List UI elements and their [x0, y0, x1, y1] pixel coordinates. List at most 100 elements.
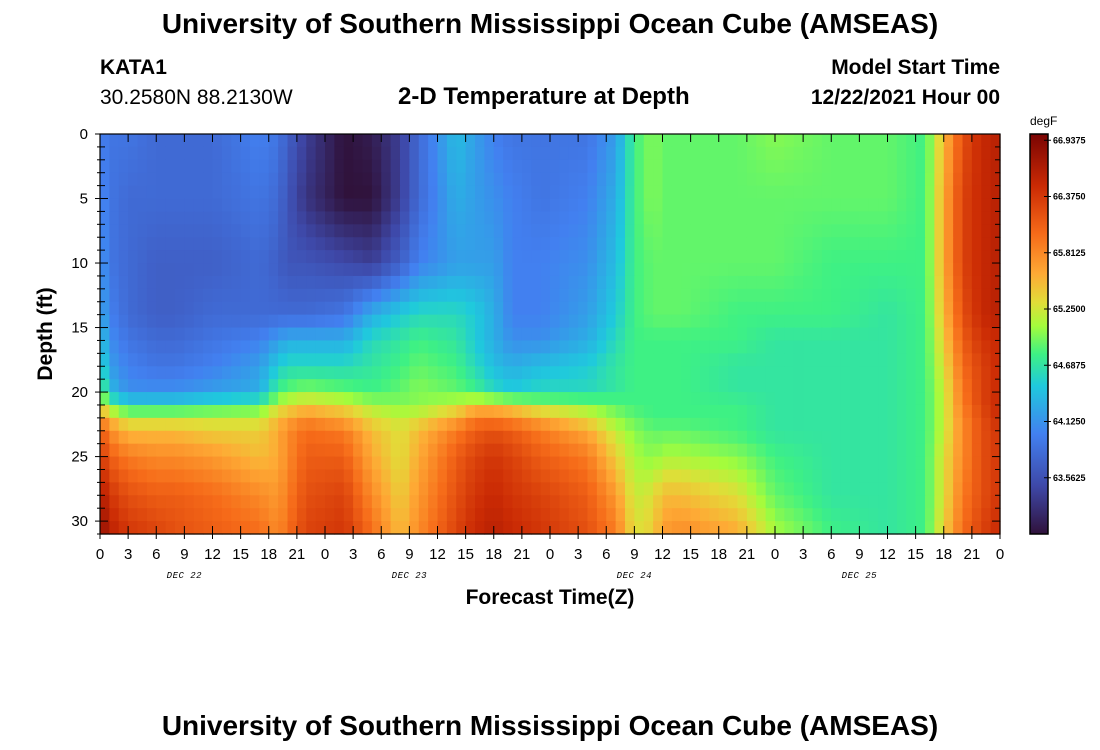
heatmap-cell — [259, 521, 270, 535]
heatmap-cell — [934, 456, 945, 471]
heatmap-cell — [484, 211, 495, 225]
heatmap-cell — [765, 392, 776, 406]
heatmap-cell — [540, 379, 551, 393]
heatmap-cell — [203, 417, 214, 432]
heatmap-cell — [643, 327, 654, 342]
heatmap-cell — [287, 366, 298, 380]
heatmap-cell — [259, 495, 270, 509]
heatmap-cell — [550, 134, 560, 148]
heatmap-cell — [400, 508, 410, 522]
heatmap-cell — [746, 340, 757, 354]
heatmap-cell — [446, 508, 457, 522]
heatmap-cell — [803, 301, 814, 316]
heatmap-cell — [156, 392, 167, 406]
heatmap-cell — [531, 340, 542, 354]
heatmap-cell — [531, 172, 542, 187]
heatmap-cell — [315, 301, 326, 316]
heatmap-cell — [568, 430, 579, 445]
heatmap-cell — [681, 237, 692, 251]
heatmap-cell — [906, 198, 917, 213]
heatmap-cell — [250, 340, 260, 354]
heatmap-cell — [512, 301, 523, 316]
heatmap-cell — [700, 521, 710, 535]
heatmap-cell — [578, 495, 589, 509]
heatmap-cell — [821, 301, 832, 316]
heatmap-cell — [615, 521, 626, 535]
heatmap-cell — [259, 263, 270, 277]
heatmap-cell — [475, 134, 485, 148]
heatmap-cell — [446, 353, 457, 367]
heatmap-cell — [465, 172, 476, 187]
heatmap-cell — [203, 430, 214, 445]
heatmap-cell — [587, 263, 598, 277]
heatmap-cell — [653, 211, 664, 225]
heatmap-cell — [634, 521, 645, 535]
heatmap-cell — [100, 392, 110, 406]
heatmap-cell — [118, 185, 129, 200]
heatmap-cell — [184, 275, 195, 290]
heatmap-cell — [906, 211, 917, 225]
heatmap-cell — [784, 185, 795, 200]
heatmap-cell — [118, 134, 129, 148]
heatmap-cell — [306, 301, 317, 316]
heatmap-cell — [578, 417, 589, 432]
heatmap-cell — [868, 275, 879, 290]
heatmap-cell — [240, 198, 251, 213]
heatmap-cell — [793, 250, 804, 264]
heatmap-cell — [596, 443, 607, 458]
heatmap-cell — [887, 366, 898, 380]
heatmap-cell — [428, 379, 439, 393]
heatmap-cell — [634, 404, 645, 419]
heatmap-cell — [221, 211, 232, 225]
heatmap-cell — [287, 404, 298, 419]
heatmap-cell — [128, 404, 139, 419]
x-tick-label: 21 — [514, 546, 531, 563]
heatmap-cell — [175, 353, 185, 367]
heatmap-cell — [775, 379, 785, 393]
heatmap-cell — [850, 392, 860, 406]
heatmap-cell — [981, 250, 992, 264]
heatmap-cell — [765, 379, 776, 393]
heatmap-cell — [175, 288, 185, 303]
heatmap-cell — [315, 314, 326, 329]
heatmap-cell — [878, 430, 889, 445]
heatmap-cell — [259, 211, 270, 225]
heatmap-cell — [840, 237, 851, 251]
heatmap-cell — [550, 327, 560, 342]
heatmap-cell — [484, 353, 495, 367]
heatmap-cell — [278, 456, 289, 471]
heatmap-cell — [343, 224, 354, 238]
heatmap-cell — [484, 275, 495, 290]
heatmap-cell — [446, 134, 457, 148]
heatmap-cell — [446, 146, 457, 161]
heatmap-cell — [175, 250, 185, 264]
heatmap-cell — [287, 185, 298, 200]
heatmap-cell — [793, 275, 804, 290]
heatmap-cell — [925, 340, 935, 354]
heatmap-cell — [531, 327, 542, 342]
heatmap-cell — [690, 263, 701, 277]
heatmap-cell — [118, 288, 129, 303]
heatmap-cell — [906, 392, 917, 406]
heatmap-cell — [156, 469, 167, 483]
heatmap-cell — [700, 392, 710, 406]
heatmap-cell — [184, 211, 195, 225]
heatmap-cell — [118, 340, 129, 354]
heatmap-cell — [343, 379, 354, 393]
heatmap-cell — [259, 275, 270, 290]
heatmap-cell — [437, 379, 448, 393]
heatmap-cell — [184, 146, 195, 161]
heatmap-cell — [765, 301, 776, 316]
heatmap-cell — [287, 469, 298, 483]
heatmap-cell — [146, 314, 157, 329]
heatmap-cell — [728, 288, 739, 303]
heatmap-cell — [381, 417, 392, 432]
heatmap-cell — [971, 482, 982, 496]
heatmap-cell — [503, 469, 514, 483]
heatmap-cell — [906, 366, 917, 380]
heatmap-cell — [371, 288, 382, 303]
heatmap-cell — [334, 237, 345, 251]
heatmap-cell — [821, 340, 832, 354]
x-tick-label: 12 — [879, 546, 896, 563]
heatmap-cell — [615, 456, 626, 471]
